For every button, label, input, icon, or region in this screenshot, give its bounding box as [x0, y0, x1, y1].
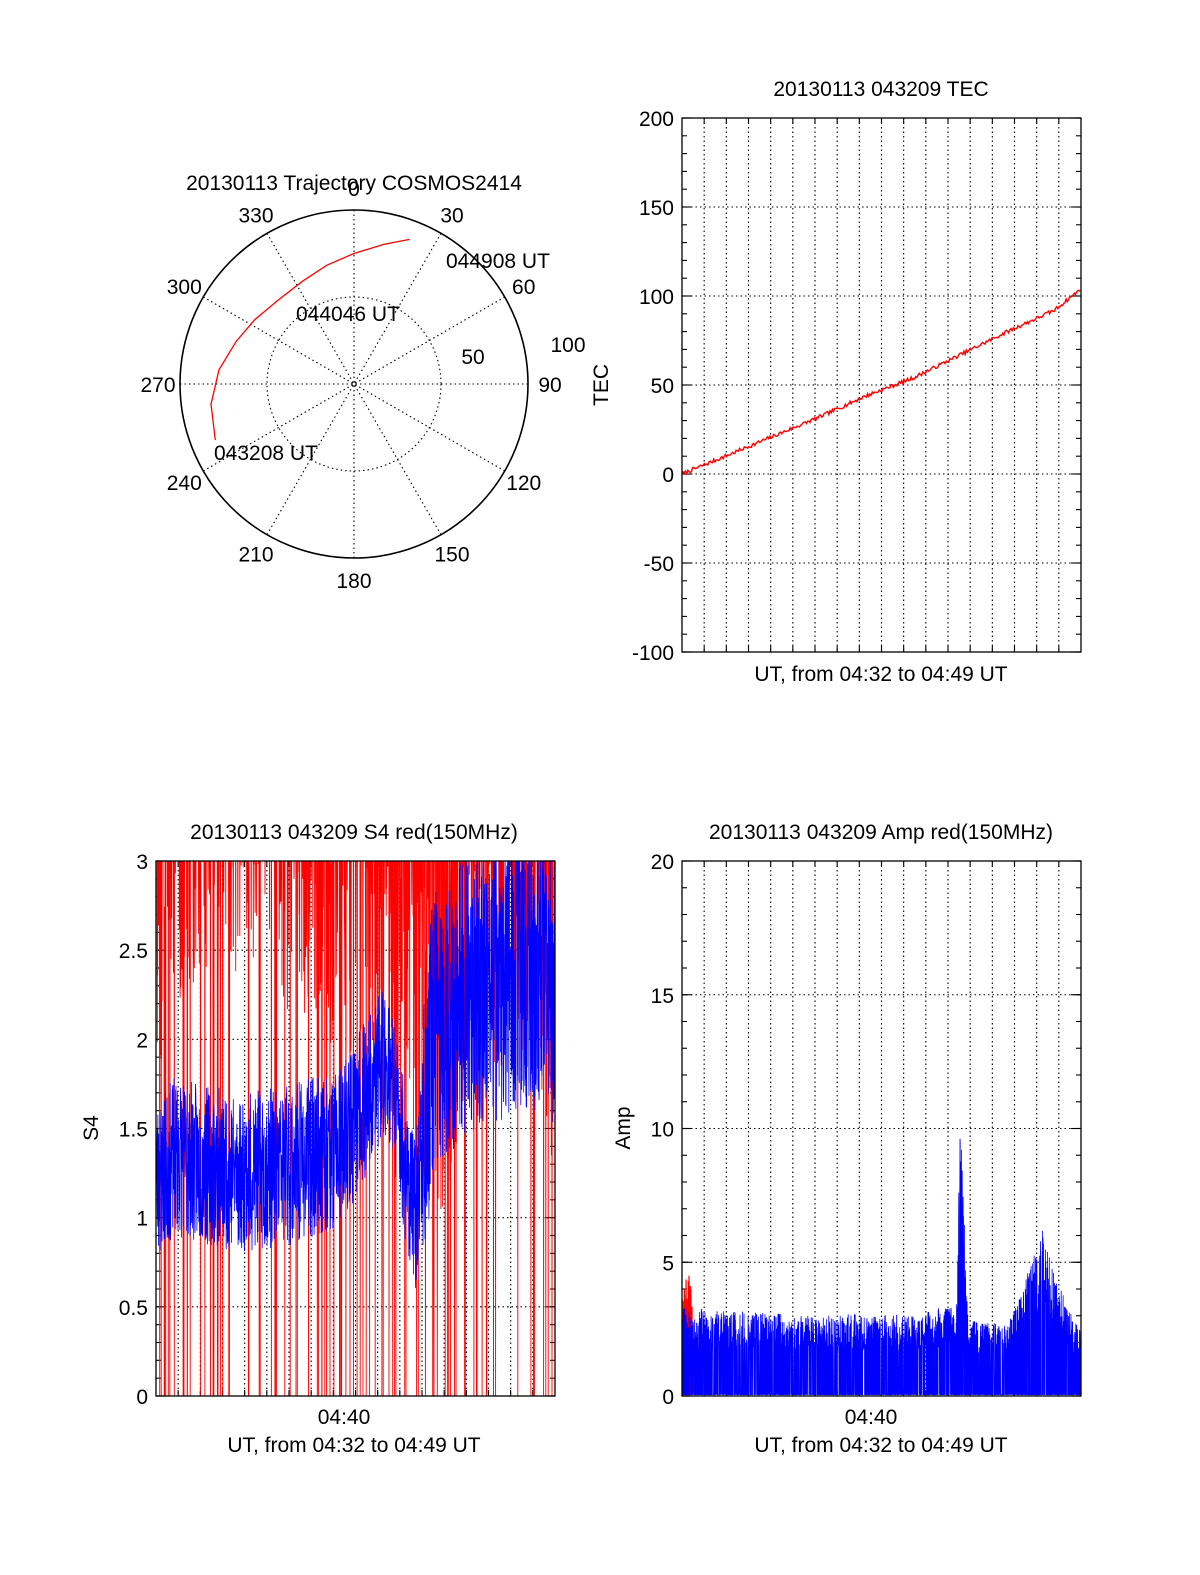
- amp-x-tick-label: 04:40: [845, 1406, 898, 1429]
- s4-series-line: [156, 861, 555, 1288]
- polar-angle-label: 90: [538, 374, 561, 397]
- tec-y-tick-label: 50: [651, 375, 674, 398]
- polar-angle-label: 300: [167, 276, 202, 299]
- s4-y-tick-label: 1: [136, 1208, 148, 1231]
- amp-y-tick-label: 20: [651, 851, 674, 874]
- s4-y-tick-label: 2: [136, 1029, 148, 1052]
- s4-x-tick-label: 04:40: [318, 1406, 371, 1429]
- annotation-end-time: 044908 UT: [446, 250, 550, 273]
- s4-y-tick-label: 0: [136, 1386, 148, 1409]
- s4-y-tick-label: 2.5: [119, 940, 148, 963]
- polar-panel: 20130113 Trajectory COSMOS2414 0 30 60 90 12…: [140, 172, 585, 593]
- polar-radius-label-100: 100: [550, 334, 585, 357]
- tec-y-axis-label: TEC: [590, 364, 613, 406]
- tec-grid: [682, 117, 1081, 653]
- amp-y-tick-label: 15: [651, 985, 674, 1008]
- annotation-mid-time: 044046 UT: [296, 303, 400, 326]
- tec-y-tick-label: 0: [662, 464, 674, 487]
- polar-angle-label: 180: [336, 570, 371, 593]
- polar-title: 20130113 Trajectory COSMOS2414: [186, 172, 522, 195]
- polar-trajectory-line: [210, 238, 410, 441]
- polar-angle-labels: 0 30 60 90 120 150 180 210 240 270 300 330: [140, 178, 561, 593]
- tec-y-tick-label: 100: [639, 286, 674, 309]
- amp-frame: [681, 860, 1082, 1397]
- amp-panel: 20130113 043209 Amp red(150MHz) 20 15 10 5 0…: [612, 821, 1082, 1457]
- s4-frame: [155, 860, 556, 1397]
- polar-grid: [179, 209, 529, 559]
- polar-trajectory: [210, 238, 410, 441]
- tec-x-axis-label: UT, from 04:32 to 04:49 UT: [754, 663, 1007, 686]
- polar-angle-label: 120: [506, 472, 541, 495]
- polar-angle-label: 330: [238, 204, 273, 227]
- polar-angle-label: 210: [238, 544, 273, 567]
- polar-radius-label-50: 50: [461, 346, 484, 369]
- s4-title: 20130113 043209 S4 red(150MHz): [190, 821, 518, 844]
- polar-angle-label: 30: [440, 204, 463, 227]
- tec-series-line: [682, 289, 1081, 476]
- s4-y-tick-label: 0.5: [119, 1297, 148, 1320]
- tec-title: 20130113 043209 TEC: [773, 78, 988, 101]
- tec-y-tick-label: -100: [632, 642, 674, 665]
- amp-series: [682, 1138, 1081, 1396]
- tec-panel: 20130113 043209 TEC 200150100500-50-100 …: [590, 78, 1082, 686]
- s4-y-tick-label: 1.5: [119, 1119, 148, 1142]
- s4-panel: 20130113 043209 S4 red(150MHz) 3 2.5 2 1.5 1…: [80, 821, 556, 1457]
- tec-y-ticks: 200 150 100 50 0 -50 -100: [632, 108, 1081, 665]
- polar-angle-label: 240: [167, 472, 202, 495]
- tec-y-tick-label: -50: [644, 553, 674, 576]
- amp-y-tick-label: 5: [662, 1252, 674, 1275]
- s4-series-line: [156, 861, 555, 1396]
- polar-angle-label: 270: [140, 374, 175, 397]
- s4-y-tick-label: 3: [136, 851, 148, 874]
- s4-x-axis-label: UT, from 04:32 to 04:49 UT: [227, 1434, 480, 1457]
- polar-angle-label: 150: [434, 544, 469, 567]
- tec-y-tick-label: 200: [639, 108, 674, 131]
- amp-title: 20130113 043209 Amp red(150MHz): [709, 821, 1053, 844]
- amp-y-axis-label: Amp: [612, 1106, 635, 1149]
- annotation-start-time: 043208 UT: [214, 442, 318, 465]
- amp-x-axis-label: UT, from 04:32 to 04:49 UT: [754, 1434, 1007, 1457]
- tec-y-tick-label: 150: [639, 197, 674, 220]
- tec-series: [682, 289, 1081, 476]
- polar-angle-label: 0: [348, 178, 360, 201]
- amp-y-tick-label: 0: [662, 1386, 674, 1409]
- amp-series-line: [682, 1138, 1081, 1396]
- polar-angle-label: 60: [512, 276, 535, 299]
- tec-frame: [681, 117, 1082, 653]
- s4-y-axis-label: S4: [80, 1115, 103, 1141]
- s4-series: [156, 861, 555, 1396]
- amp-y-tick-label: 10: [651, 1119, 674, 1142]
